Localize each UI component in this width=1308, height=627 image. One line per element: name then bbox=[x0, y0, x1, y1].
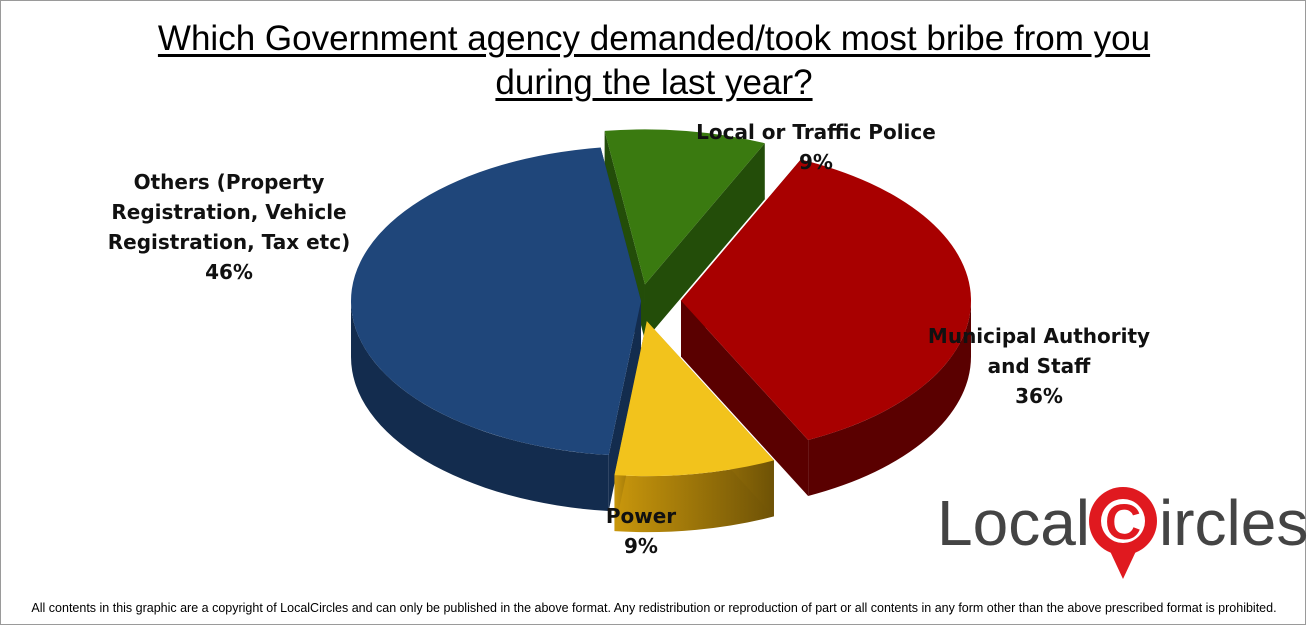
logo-text-right: ircles bbox=[1159, 487, 1307, 559]
logo-letter: C bbox=[1105, 494, 1141, 550]
copyright-footer: All contents in this graphic are a copyr… bbox=[31, 601, 1277, 615]
slice-label-municipal: Municipal Authority and Staff 36% bbox=[919, 321, 1159, 411]
pie-slice-cut-1-1 bbox=[680, 300, 809, 496]
chart-title-line-2: during the last year? bbox=[495, 63, 813, 102]
pie-slice-top-3 bbox=[351, 147, 641, 456]
pie-slice-side-2 bbox=[614, 460, 774, 533]
chart-title: Which Government agency demanded/took mo… bbox=[1, 17, 1307, 105]
slice-label-police-value: 9% bbox=[799, 150, 833, 174]
slice-label-municipal-line-2: and Staff bbox=[987, 354, 1091, 378]
pie-slice-0 bbox=[604, 129, 765, 341]
logo-text-left: Local bbox=[937, 487, 1090, 559]
slice-label-others-line-3: Registration, Tax etc) bbox=[107, 230, 351, 254]
pie-slice-top-1 bbox=[680, 159, 971, 440]
pie-slice-side-3 bbox=[351, 301, 609, 512]
pie-slice-top-2 bbox=[614, 321, 774, 477]
pie-slice-cut-0-1 bbox=[644, 143, 765, 341]
slice-label-municipal-line-1: Municipal Authority bbox=[927, 324, 1151, 348]
slice-label-police: Local or Traffic Police 9% bbox=[691, 117, 941, 177]
pie-slice-2 bbox=[614, 321, 774, 533]
slice-label-power: Power 9% bbox=[561, 501, 721, 561]
chart-title-line-1: Which Government agency demanded/took mo… bbox=[157, 19, 1151, 58]
pie-slice-cut-3-0 bbox=[608, 301, 641, 512]
slice-label-others-line-1: Others (Property bbox=[133, 170, 325, 194]
pie-slice-side-1 bbox=[808, 300, 971, 496]
pie-slice-1 bbox=[680, 159, 971, 496]
slice-label-others: Others (Property Registration, Vehicle R… bbox=[101, 167, 357, 287]
slice-label-others-line-2: Registration, Vehicle bbox=[111, 200, 347, 224]
slice-label-municipal-value: 36% bbox=[1015, 384, 1063, 408]
pie-slice-top-0 bbox=[604, 129, 765, 285]
slice-label-power-value: 9% bbox=[624, 534, 658, 558]
logo-pin-icon: C bbox=[1089, 487, 1157, 579]
slice-label-police-name: Local or Traffic Police bbox=[696, 120, 936, 144]
pie-slice-3 bbox=[351, 147, 641, 512]
slice-label-others-value: 46% bbox=[205, 260, 253, 284]
slice-label-power-name: Power bbox=[605, 504, 677, 528]
localcircles-logo: Local C ircles bbox=[937, 487, 1307, 579]
